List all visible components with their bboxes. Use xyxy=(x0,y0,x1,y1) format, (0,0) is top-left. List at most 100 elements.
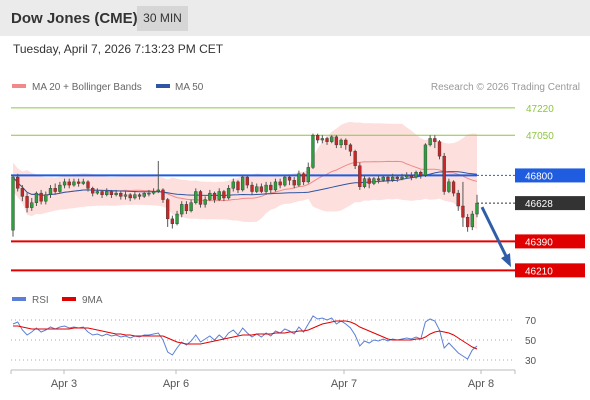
candle xyxy=(259,183,264,194)
candle xyxy=(339,138,343,149)
candle xyxy=(456,189,460,211)
candle xyxy=(58,181,62,194)
level-last_price-46628-label: 46628 xyxy=(525,199,553,210)
candle xyxy=(362,175,367,189)
projection-arrow-shaft xyxy=(480,206,510,261)
candle-body xyxy=(428,138,432,146)
candle-body xyxy=(292,180,296,186)
candle-body xyxy=(86,181,90,189)
candle-body xyxy=(315,135,320,141)
candle xyxy=(86,180,90,192)
candle xyxy=(409,172,414,181)
candle xyxy=(465,214,470,232)
candle xyxy=(44,191,48,205)
candle xyxy=(166,197,170,227)
level-pivot-46800-tag xyxy=(515,168,585,183)
candle xyxy=(414,170,418,179)
candle xyxy=(306,162,310,184)
rsi-legend: RSI 9MA xyxy=(12,295,103,306)
candle-body xyxy=(325,138,329,142)
9ma-line xyxy=(13,320,478,350)
rsi-legend-label: RSI xyxy=(32,295,49,306)
level-resistance-47050-label: 47050 xyxy=(526,131,554,142)
candle xyxy=(142,191,146,198)
candle xyxy=(203,196,207,208)
candle-body xyxy=(72,181,76,186)
interval-badge[interactable]: 30 MIN xyxy=(137,6,188,31)
level-target-46210-tag xyxy=(515,263,585,278)
candle xyxy=(250,181,254,195)
ma50-legend-label: MA 50 xyxy=(175,82,204,93)
candle-body xyxy=(437,141,442,157)
candle-body xyxy=(255,186,259,192)
candle-body xyxy=(166,199,170,220)
candle xyxy=(461,181,465,227)
candle-body xyxy=(301,173,306,183)
candle xyxy=(133,191,137,200)
candle-body xyxy=(133,194,137,199)
timestamp: Tuesday, April 7, 2026 7:13:23 PM CET xyxy=(13,42,224,56)
level-resistance-47220-label: 47220 xyxy=(526,104,554,115)
candle xyxy=(217,188,221,202)
candle xyxy=(180,201,184,218)
candle-body xyxy=(250,184,254,192)
candle-body xyxy=(34,192,39,203)
candle xyxy=(194,188,198,205)
candle-body xyxy=(367,178,371,184)
candle xyxy=(156,160,160,194)
candle-body xyxy=(245,176,249,186)
candle xyxy=(344,138,348,150)
candle xyxy=(184,201,189,215)
candle-body xyxy=(339,139,343,146)
x-axis: Apr 3 Apr 6 Apr 7 Apr 8 xyxy=(10,370,516,390)
level-target-46210-label: 46210 xyxy=(525,266,553,277)
candle-body xyxy=(287,176,292,181)
candle-body xyxy=(20,188,25,197)
candle-body xyxy=(348,144,353,152)
candle xyxy=(475,194,479,218)
candle-body xyxy=(456,192,460,207)
candle xyxy=(437,140,442,160)
candle xyxy=(325,136,329,145)
candle xyxy=(255,183,259,194)
ma20-legend-label: MA 20 + Bollinger Bands xyxy=(32,82,142,93)
candle-body xyxy=(376,178,381,181)
candle-body xyxy=(442,155,446,192)
candle xyxy=(161,188,165,203)
candle-body xyxy=(62,181,67,186)
candle-body xyxy=(184,204,189,212)
candle xyxy=(292,177,296,189)
candle xyxy=(72,178,76,187)
candle-body xyxy=(334,136,339,146)
candle-body xyxy=(100,191,104,195)
candle-body xyxy=(362,178,367,187)
candle-body xyxy=(236,181,240,191)
candle xyxy=(100,189,104,198)
candle-body xyxy=(273,181,278,191)
candle xyxy=(212,191,217,203)
candle xyxy=(372,177,376,186)
x-tick-label: Apr 3 xyxy=(51,378,77,390)
projection-arrow-head xyxy=(501,253,511,268)
candle xyxy=(428,135,432,147)
candle xyxy=(395,175,399,182)
moving-averages xyxy=(12,160,478,202)
ma9-legend-swatch xyxy=(62,297,76,301)
candle-body xyxy=(475,202,479,215)
candle xyxy=(222,189,226,202)
price-levels: 47220 47050 46800 46628 46390 46210 xyxy=(11,104,585,278)
candle xyxy=(405,172,409,179)
candle-body xyxy=(320,138,324,141)
candle-body xyxy=(147,192,151,195)
candle xyxy=(419,170,423,179)
candle xyxy=(423,143,428,178)
candle xyxy=(376,175,381,184)
candle-body xyxy=(53,188,57,192)
credit-label: Research © 2026 Trading Central xyxy=(431,82,580,93)
candle xyxy=(287,175,292,186)
candle-body xyxy=(447,181,451,192)
candle-body xyxy=(372,178,376,184)
candle-body xyxy=(297,173,301,186)
candle xyxy=(273,178,278,192)
